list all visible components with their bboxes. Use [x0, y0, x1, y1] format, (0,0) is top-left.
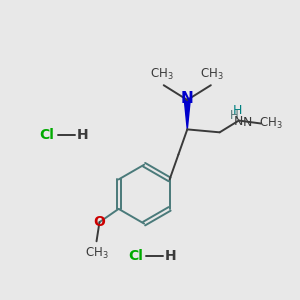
Text: H: H: [230, 109, 239, 122]
Text: CH$_3$: CH$_3$: [150, 67, 174, 82]
Text: H: H: [165, 249, 176, 263]
Text: O: O: [94, 215, 105, 229]
Text: Cl: Cl: [128, 249, 143, 263]
Text: N: N: [242, 116, 252, 129]
Text: CH$_3$: CH$_3$: [200, 67, 224, 82]
Text: H: H: [232, 104, 242, 117]
Text: CH$_3$: CH$_3$: [259, 116, 283, 131]
Polygon shape: [184, 100, 190, 129]
Text: H: H: [76, 128, 88, 142]
Text: N: N: [234, 115, 244, 128]
Text: Cl: Cl: [40, 128, 54, 142]
Text: CH$_3$: CH$_3$: [85, 246, 108, 261]
Text: N: N: [181, 91, 194, 106]
